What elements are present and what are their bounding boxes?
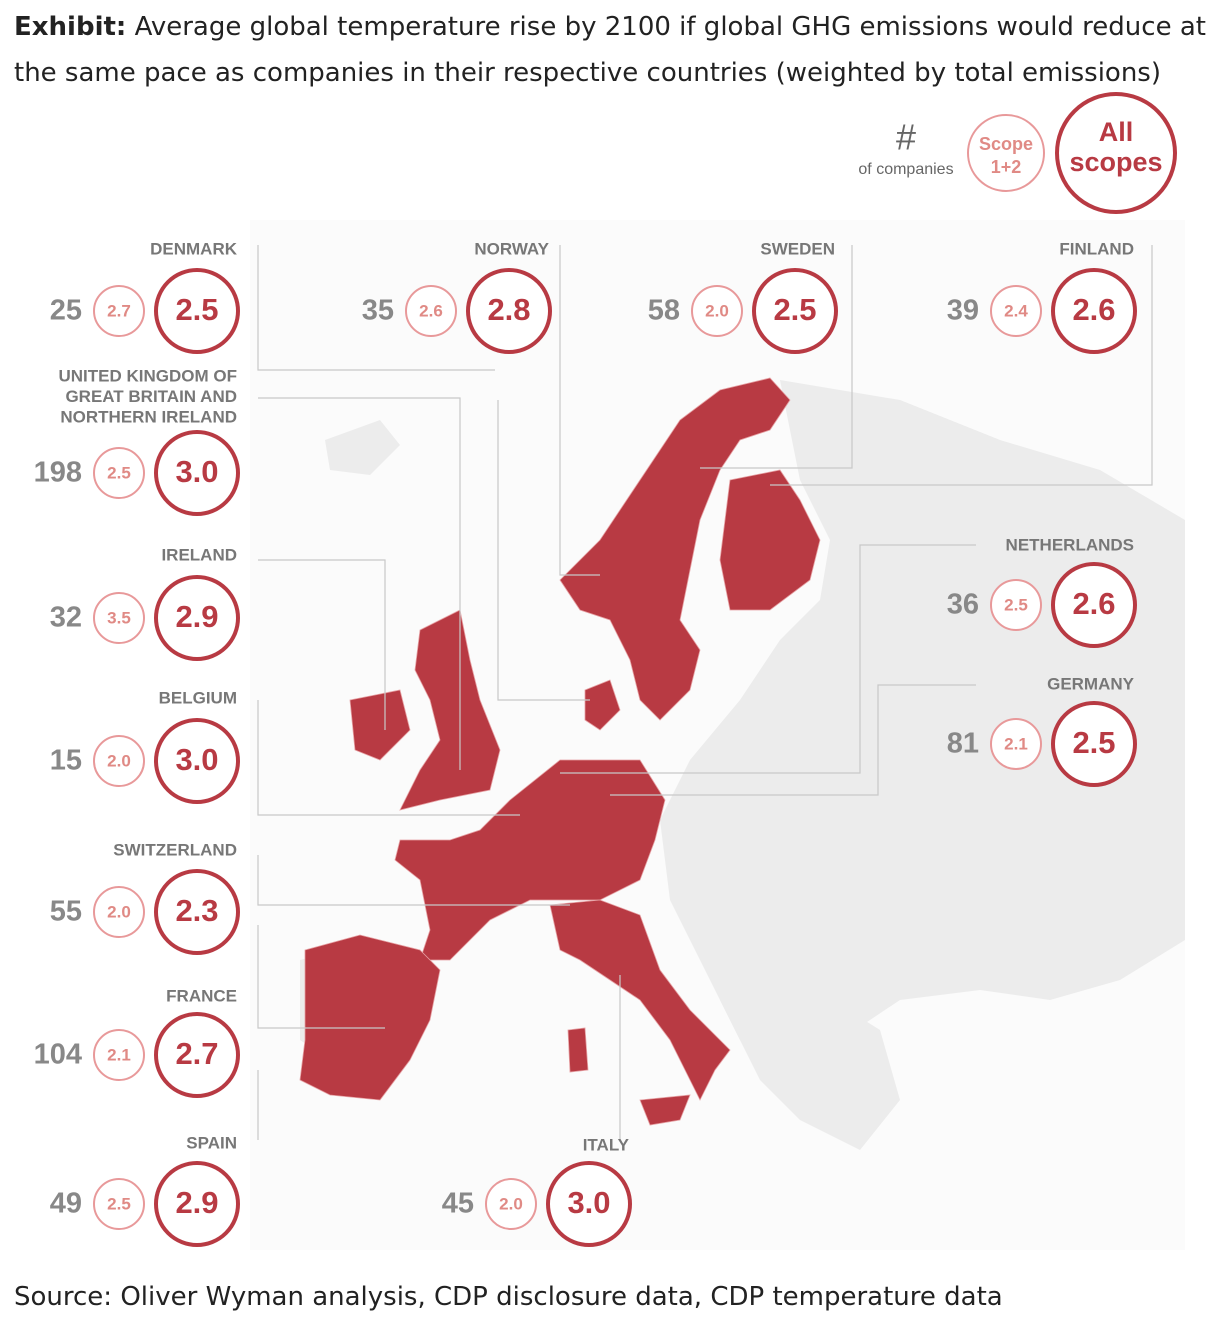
- all-scopes-circle: [154, 1012, 240, 1098]
- scope12-value: 2.1: [107, 1045, 131, 1064]
- country-name: NORWAY: [474, 239, 549, 258]
- legend: # of companies Scope 1+2 All scopes: [858, 92, 1177, 214]
- all-scopes-value: 2.9: [175, 1185, 218, 1220]
- company-count: 81: [947, 728, 979, 760]
- company-count: 58: [648, 295, 680, 327]
- all-scopes-circle: [154, 430, 240, 516]
- country-name: FRANCE: [166, 986, 237, 1005]
- footer: Source: Oliver Wyman analysis, CDP discl…: [14, 1282, 1003, 1312]
- legend-scope-circle: [967, 114, 1045, 192]
- legend-scope: 1+2: [991, 157, 1022, 177]
- connector-lines: [257, 245, 1153, 1140]
- all-scopes-circle: [154, 575, 240, 661]
- country-name: ITALY: [583, 1135, 630, 1154]
- company-count: 39: [947, 295, 979, 327]
- country-name: SPAIN: [186, 1133, 237, 1152]
- all-scopes-value: 2.5: [773, 292, 816, 327]
- all-scopes-circle: [466, 268, 552, 354]
- header: Exhibit: Average global temperature rise…: [14, 4, 1214, 96]
- scope12-circle: [485, 1178, 537, 1230]
- company-count: 25: [50, 295, 82, 327]
- all-scopes-value: 2.5: [175, 292, 218, 327]
- company-count: 55: [50, 896, 82, 928]
- scope12-circle: [990, 579, 1042, 631]
- legend-all: All: [1099, 117, 1134, 147]
- scope12-value: 2.4: [1004, 301, 1028, 320]
- all-scopes-value: 3.0: [567, 1185, 610, 1220]
- all-scopes-value: 2.6: [1072, 292, 1115, 327]
- all-scopes-value: 2.3: [175, 893, 218, 928]
- all-scopes-value: 2.9: [175, 599, 218, 634]
- country-name: GERMANY: [1047, 674, 1135, 693]
- country-name: IRELAND: [161, 545, 237, 564]
- scope12-value: 2.5: [1004, 595, 1028, 614]
- scope12-circle: [405, 285, 457, 337]
- company-count: 104: [34, 1039, 82, 1071]
- country-name: NORTHERN IRELAND: [60, 407, 237, 426]
- scope12-circle: [990, 718, 1042, 770]
- all-scopes-value: 2.7: [175, 1036, 218, 1071]
- company-count: 35: [362, 295, 394, 327]
- header-title: Average global temperature rise by 2100 …: [14, 12, 1206, 88]
- scope12-circle: [93, 886, 145, 938]
- country-name: UNITED KINGDOM OF: [59, 366, 238, 385]
- country-name: DENMARK: [150, 239, 238, 258]
- legend-all-circle: [1055, 92, 1177, 214]
- company-count: 32: [50, 602, 82, 634]
- country-name: FINLAND: [1059, 239, 1134, 258]
- all-scopes-circle: [1051, 562, 1137, 648]
- scope12-value: 2.7: [107, 301, 131, 320]
- header-label: Exhibit:: [14, 12, 127, 42]
- scope12-circle: [93, 447, 145, 499]
- scope12-value: 2.5: [107, 1194, 131, 1213]
- country-name: GREAT BRITAIN AND: [65, 387, 237, 406]
- legend-symbol: #: [896, 117, 916, 158]
- all-scopes-circle: [154, 1161, 240, 1247]
- all-scopes-value: 3.0: [175, 454, 218, 489]
- scope12-value: 2.1: [1004, 734, 1028, 753]
- all-scopes-circle: [1051, 268, 1137, 354]
- country-name: SWITZERLAND: [113, 840, 237, 859]
- scope12-value: 2.0: [705, 301, 729, 320]
- legend-scope: Scope: [979, 134, 1033, 154]
- scope12-circle: [93, 1178, 145, 1230]
- scope12-circle: [990, 285, 1042, 337]
- map-graphic: # of companies Scope 1+2 All scopes DENM…: [33, 92, 1185, 1247]
- all-scopes-circle: [546, 1161, 632, 1247]
- scope12-value: 2.6: [419, 301, 443, 320]
- scope12-value: 2.0: [107, 902, 131, 921]
- all-scopes-circle: [154, 869, 240, 955]
- company-count: 15: [50, 745, 82, 777]
- all-scopes-value: 3.0: [175, 742, 218, 777]
- all-scopes-value: 2.5: [1072, 725, 1115, 760]
- country-name: SWEDEN: [760, 239, 835, 258]
- highlighted-countries: [299, 377, 821, 1126]
- country-name: NETHERLANDS: [1006, 535, 1134, 554]
- scope12-circle: [93, 285, 145, 337]
- legend-all: scopes: [1069, 147, 1162, 177]
- scope12-value: 3.5: [107, 608, 131, 627]
- legend-companies: of companies: [858, 161, 953, 178]
- company-count: 49: [50, 1188, 82, 1220]
- scope12-circle: [691, 285, 743, 337]
- all-scopes-circle: [752, 268, 838, 354]
- all-scopes-circle: [154, 268, 240, 354]
- scope12-value: 2.0: [499, 1194, 523, 1213]
- country-name: BELGIUM: [159, 688, 237, 707]
- company-count: 198: [34, 457, 82, 489]
- scope12-circle: [93, 735, 145, 787]
- company-count: 45: [442, 1188, 474, 1220]
- all-scopes-value: 2.6: [1072, 586, 1115, 621]
- scope12-circle: [93, 592, 145, 644]
- all-scopes-circle: [154, 718, 240, 804]
- all-scopes-circle: [1051, 701, 1137, 787]
- scope12-value: 2.0: [107, 751, 131, 770]
- all-scopes-value: 2.8: [487, 292, 530, 327]
- scope12-value: 2.5: [107, 463, 131, 482]
- company-count: 36: [947, 589, 979, 621]
- scope12-circle: [93, 1029, 145, 1081]
